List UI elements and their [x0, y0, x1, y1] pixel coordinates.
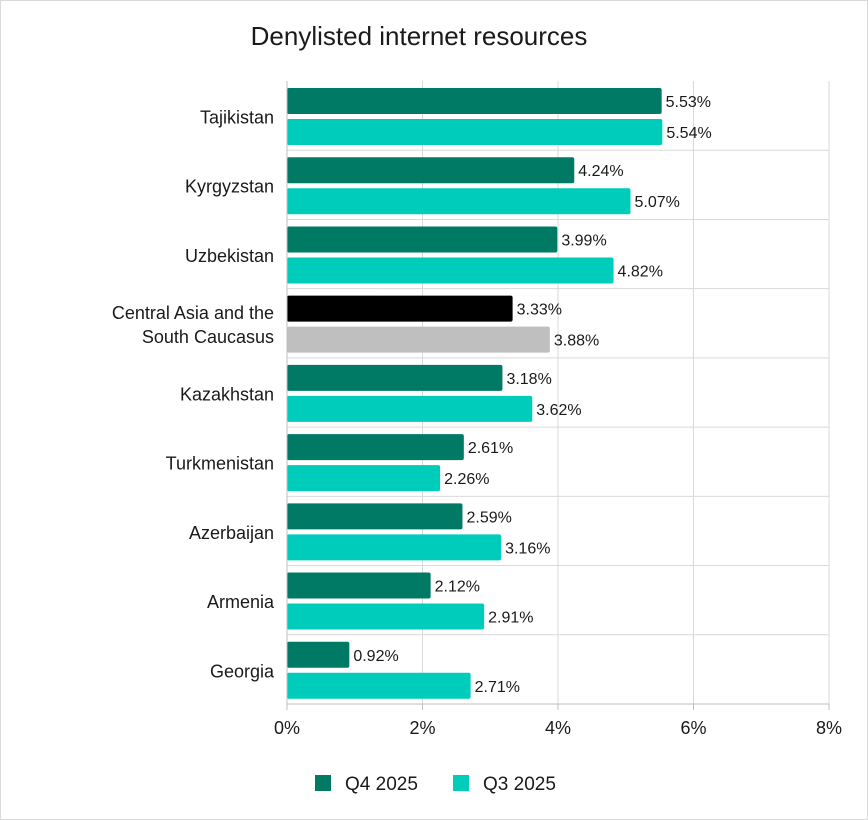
x-tick-label: 4%	[545, 718, 571, 738]
bar-q4-6	[287, 503, 463, 530]
data-label: 3.99%	[561, 232, 606, 249]
legend-label-q3: Q3 2025	[483, 774, 556, 795]
data-label: 3.88%	[554, 333, 599, 350]
bar-q4-1	[287, 157, 575, 184]
category-label: Georgia	[210, 661, 275, 681]
bar-q4-8	[287, 641, 350, 668]
x-tick-label: 6%	[680, 718, 706, 738]
bar-q4-0	[287, 88, 662, 114]
legend: Q4 2025 Q3 2025	[315, 774, 556, 795]
data-label: 3.33%	[517, 302, 562, 319]
x-tick-label: 8%	[816, 718, 842, 738]
data-label: 2.91%	[488, 610, 533, 627]
category-label: Armenia	[207, 592, 275, 612]
legend-swatch-q3	[453, 775, 469, 791]
data-label: 3.18%	[506, 371, 551, 388]
chart-title: Denylisted internet resources	[251, 21, 588, 51]
data-label: 5.07%	[634, 194, 679, 211]
category-label: Azerbaijan	[189, 523, 274, 543]
data-label: 4.24%	[578, 163, 623, 180]
data-label: 2.61%	[468, 440, 513, 457]
bars-layer	[287, 88, 663, 699]
bar-q4-7	[287, 572, 431, 599]
bar-q3-6	[287, 534, 502, 561]
bar-q4-2	[287, 226, 558, 253]
data-label: 4.82%	[618, 263, 663, 280]
bar-q4-4	[287, 364, 503, 391]
category-label: Tajikistan	[200, 108, 274, 128]
bar-q3-5	[287, 465, 441, 492]
data-label: 2.26%	[444, 471, 489, 488]
x-tick-label: 0%	[274, 718, 300, 738]
category-label: Uzbekistan	[185, 246, 274, 266]
bar-q3-1	[287, 188, 631, 215]
category-label: Kazakhstan	[180, 384, 274, 404]
axis-layer: 0% 2% 4% 6% 8%	[274, 81, 842, 738]
bar-q3-3	[287, 326, 550, 353]
bar-q4-3	[287, 295, 513, 322]
data-label: 5.54%	[666, 125, 711, 142]
legend-swatch-q4	[315, 775, 331, 791]
labels-layer: 5.53% 5.54% Tajikistan 4.24% 5.07% Kyrgyzstan…	[112, 94, 712, 696]
data-label: 0.92%	[353, 648, 398, 665]
bar-q3-7	[287, 603, 485, 630]
data-label: 2.71%	[475, 679, 520, 696]
grid-layer	[287, 81, 830, 704]
data-label: 3.16%	[505, 540, 550, 557]
bar-q3-2	[287, 257, 614, 284]
bar-q4-5	[287, 434, 464, 461]
category-label: Central Asia and the South Caucasus	[112, 303, 274, 347]
data-label: 2.59%	[466, 509, 511, 526]
data-label: 3.62%	[536, 402, 581, 419]
x-tick-label: 2%	[409, 718, 435, 738]
bar-q3-4	[287, 395, 533, 422]
data-label: 5.53%	[666, 94, 711, 111]
legend-label-q4: Q4 2025	[345, 774, 418, 795]
bar-q3-0	[287, 119, 663, 145]
category-label: Turkmenistan	[166, 454, 274, 474]
bar-q3-8	[287, 672, 471, 699]
category-label: Kyrgyzstan	[185, 177, 274, 197]
data-label: 2.12%	[435, 579, 480, 596]
